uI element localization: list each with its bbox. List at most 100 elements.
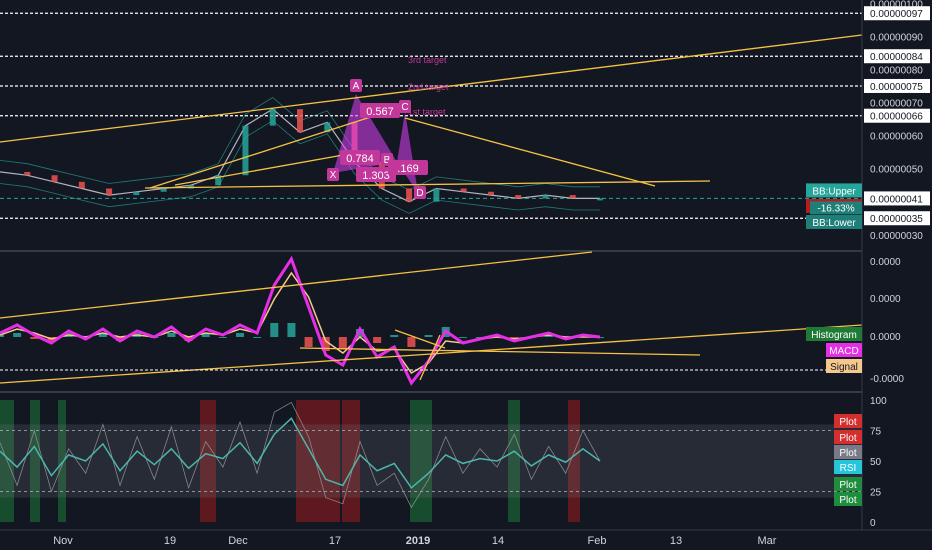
histogram-bar: [338, 337, 347, 349]
time-tick-label: 13: [670, 535, 682, 547]
trendline: [174, 151, 361, 186]
rsi-tick-label: 0: [870, 518, 876, 529]
macd-tick-label: 0.0000: [870, 294, 901, 305]
candle: [324, 122, 331, 133]
price-level-box: [864, 78, 930, 93]
legend-tag-macd: [826, 343, 862, 357]
rsi-legend-label: Plot: [839, 480, 856, 491]
price-tick-label: 0.00000050: [870, 165, 923, 176]
price-line: [0, 108, 600, 203]
time-tick-label: Dec: [228, 535, 248, 547]
candle: [78, 181, 85, 189]
candle: [597, 198, 603, 201]
candle: [542, 195, 549, 199]
change-tag: [810, 201, 862, 215]
price-tick-label: 0.00000100: [870, 0, 923, 10]
rsi-legend-label: Plot: [839, 433, 856, 444]
candle: [515, 195, 522, 199]
time-tick-label: Mar: [758, 535, 777, 547]
histogram-bar: [13, 333, 22, 337]
histogram-bar: [321, 337, 330, 351]
ratio-label: .169: [397, 163, 418, 175]
trendline: [404, 117, 656, 187]
rsi-legend-label: Plot: [839, 417, 856, 428]
rsi-range-band: [0, 424, 862, 498]
harmonic-point-box: [350, 79, 362, 92]
price-level-label: 0.00000035: [870, 214, 923, 225]
histogram-bar: [544, 335, 553, 337]
candle: [24, 171, 31, 176]
histogram-bar: [236, 333, 244, 337]
rsi-lines: [0, 401, 601, 509]
candle: [433, 188, 440, 202]
histogram-bar: [218, 337, 227, 338]
time-tick-label: 2019: [406, 535, 430, 547]
macd-trendlines[interactable]: [0, 251, 863, 384]
histogram-bar: [458, 337, 467, 338]
time-tick-label: 14: [492, 535, 504, 547]
ratio-label: 1.303: [362, 170, 390, 182]
target-label: 1st target: [408, 107, 446, 117]
legend-label-signal: Signal: [830, 362, 858, 373]
legend-label-lower: BB:Lower: [812, 218, 856, 229]
histogram-bar: [510, 337, 519, 339]
price-tick-label: 0.00000030: [870, 231, 923, 242]
rsi-signal-band: [30, 400, 40, 522]
target-labels: 3rd target 2nd target 1st target: [408, 55, 449, 117]
ratio-label: 0.784: [346, 153, 374, 165]
rsi-legend-tag: [834, 492, 862, 506]
price-pane[interactable]: X A B C D 0.567 0.784 1.303 .169 3rd target 2nd t…: [0, 12, 863, 219]
histogram-bar: [167, 333, 176, 337]
rsi-legend-tag: [834, 430, 862, 444]
target-label: 2nd target: [408, 82, 449, 92]
price-level-box: [864, 49, 930, 64]
macd-trendline: [0, 251, 593, 319]
histogram-bar: [373, 337, 382, 343]
candle: [133, 191, 140, 196]
legend-tag-lower: [806, 215, 862, 229]
histogram-bar: [424, 335, 433, 337]
candle: [215, 175, 222, 186]
price-level-label: 0.00000066: [870, 112, 923, 123]
legend-label-histogram: Histogram: [811, 330, 857, 341]
trendline: [0, 34, 863, 143]
ratio-box: [356, 167, 396, 182]
harmonic-point-box: [414, 186, 426, 199]
price-trendlines[interactable]: [0, 34, 863, 189]
candle: [487, 191, 494, 196]
price-tick-label: 0.00000070: [870, 99, 923, 110]
bb-lower-line: [0, 120, 600, 214]
macd-pane[interactable]: [0, 251, 863, 386]
histogram-bar: [0, 335, 4, 337]
candle: [242, 125, 249, 176]
ratio-label: 0.567: [366, 106, 394, 118]
histogram-bar: [287, 323, 296, 337]
rsi-legend-tag: [834, 414, 862, 428]
rsi-pane[interactable]: [0, 400, 862, 522]
price-tick-label: 0.00000090: [870, 32, 923, 43]
time-axis[interactable]: Nov 19 Dec 17 2019 14 Feb 13 Mar: [53, 535, 777, 547]
histogram-bar: [390, 335, 399, 337]
rsi-plot-line: [0, 401, 601, 509]
rsi-signal-band: [58, 400, 66, 522]
legend-tag-histogram: [806, 327, 862, 341]
histogram-bar: [30, 337, 39, 339]
rsi-tick-label: 25: [870, 488, 882, 499]
macd-trendline: [419, 334, 441, 381]
time-tick-label: Nov: [53, 535, 73, 547]
histogram-bar: [184, 337, 193, 341]
histogram-bar: [253, 337, 262, 338]
rsi-legend-tag: [834, 460, 862, 474]
price-level-label: 0.00000075: [870, 82, 923, 93]
rsi-background-bands: [0, 400, 862, 522]
ratio-box: [388, 160, 428, 175]
price-axis[interactable]: 0.00000100 0.00000090 0.00000080 0.00000070…: [806, 0, 930, 529]
harmonic-point-box: [327, 168, 339, 181]
current-price-label: 0.00000041: [870, 194, 923, 205]
target-label: 3rd target: [408, 55, 447, 65]
harmonic-point-label: X: [330, 170, 337, 181]
current-price-box: [864, 191, 930, 206]
ratio-box: [360, 103, 400, 118]
price-tick-label: 0.00000080: [870, 65, 923, 76]
